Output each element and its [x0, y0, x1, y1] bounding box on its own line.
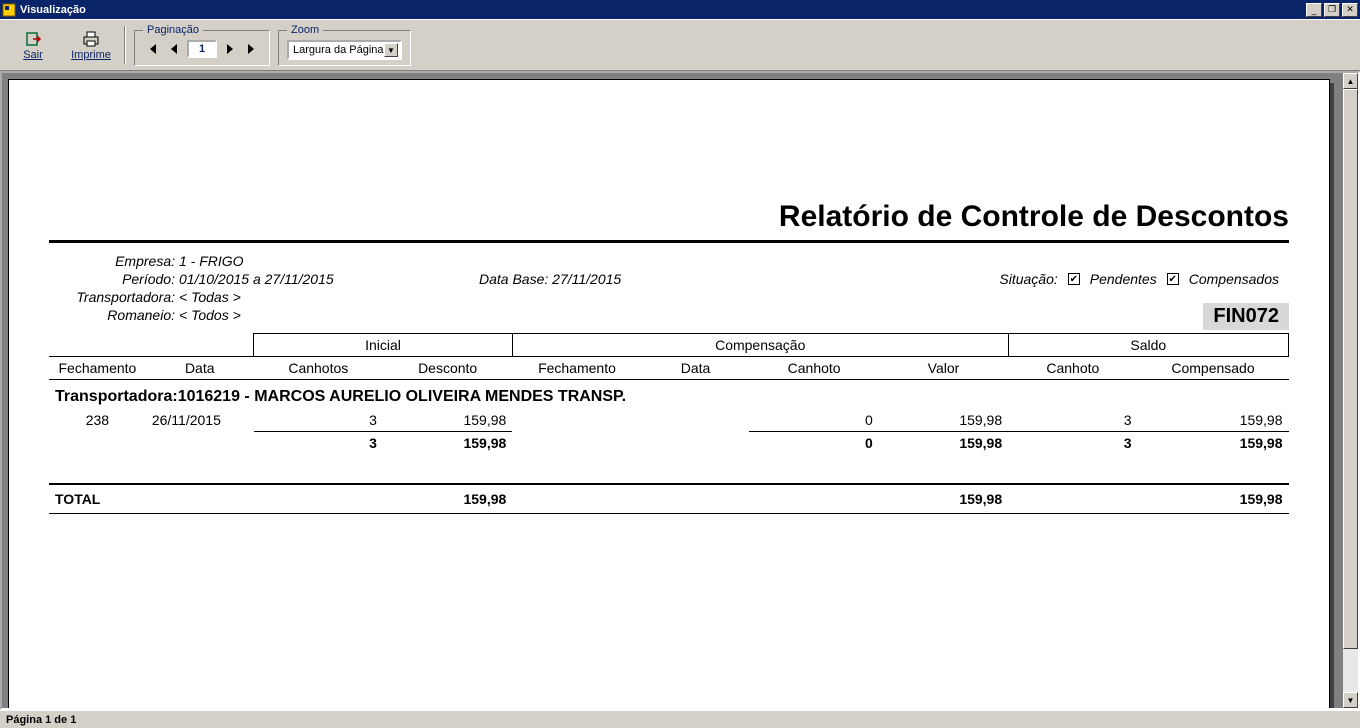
- situacao-label: Situação:: [999, 271, 1057, 287]
- total-desconto-ini: 159,98: [383, 484, 512, 514]
- scroll-track[interactable]: [1343, 89, 1358, 692]
- cell-data-c: [642, 409, 750, 432]
- preview-viewport: Relatório de Controle de Descontos Empre…: [0, 71, 1360, 710]
- exit-icon: [24, 29, 42, 49]
- col-data2: Data: [642, 357, 750, 380]
- colgroup-saldo: Saldo: [1008, 334, 1288, 357]
- compensados-label: Compensados: [1189, 271, 1279, 287]
- zoom-group: Zoom Largura da Página ▼: [278, 24, 411, 66]
- status-text: Página 1 de 1: [6, 714, 76, 726]
- zoom-select[interactable]: Largura da Página ▼: [287, 40, 402, 60]
- romaneio-label: Romaneio:: [49, 307, 179, 323]
- periodo-value: 01/10/2015 a 27/11/2015: [179, 271, 334, 287]
- colgroup-compensacao: Compensação: [512, 334, 1008, 357]
- print-button[interactable]: Imprime: [62, 22, 120, 68]
- pagination-legend: Paginação: [143, 24, 203, 36]
- colgroup-inicial: Inicial: [254, 334, 513, 357]
- col-compensado: Compensado: [1137, 357, 1288, 380]
- group-header: Transportadora:1016219 - MARCOS AURELIO …: [49, 380, 1289, 410]
- col-fechamento: Fechamento: [49, 357, 146, 380]
- sub-valor-c: 159,98: [879, 432, 1008, 455]
- report-page: Relatório de Controle de Descontos Empre…: [8, 79, 1330, 708]
- col-data: Data: [146, 357, 254, 380]
- status-bar: Página 1 de 1: [0, 710, 1360, 728]
- printer-icon: [81, 29, 101, 49]
- scroll-down-button[interactable]: ▼: [1343, 692, 1358, 708]
- total-valor-c: 159,98: [879, 484, 1008, 514]
- sub-compensado-s: 159,98: [1137, 432, 1288, 455]
- transportadora-value: < Todas >: [179, 289, 241, 305]
- compensados-checkbox: ✔: [1167, 273, 1179, 285]
- col-canhoto2: Canhoto: [1008, 357, 1137, 380]
- table-row: 238 26/11/2015 3 159,98 0 159,98 3 159,9…: [49, 409, 1289, 432]
- sub-desconto-ini: 159,98: [383, 432, 512, 455]
- databse-value: 27/11/2015: [552, 271, 621, 287]
- cell-canhoto-s: 3: [1008, 409, 1137, 432]
- minimize-button[interactable]: _: [1306, 3, 1322, 17]
- toolbar-separator: [124, 26, 126, 64]
- sub-canhoto-c: 0: [749, 432, 878, 455]
- report-title: Relatório de Controle de Descontos: [49, 200, 1289, 243]
- close-button[interactable]: ✕: [1342, 3, 1358, 17]
- sub-canhotos-ini: 3: [254, 432, 383, 455]
- col-canhotos: Canhotos: [254, 357, 383, 380]
- zoom-value: Largura da Página: [293, 44, 384, 56]
- maximize-button[interactable]: ❐: [1324, 3, 1340, 17]
- cell-valor-c: 159,98: [879, 409, 1008, 432]
- report-table: Inicial Compensação Saldo Fechamento Dat…: [49, 333, 1289, 514]
- col-blank: [49, 334, 254, 357]
- page-number-input[interactable]: [187, 40, 217, 58]
- romaneio-value: < Todos >: [179, 307, 241, 323]
- cell-canhotos-ini: 3: [254, 409, 383, 432]
- first-page-button[interactable]: [143, 40, 161, 58]
- titlebar: Visualização _ ❐ ✕: [0, 0, 1360, 19]
- report-meta: Empresa: 1 - FRIGO Período: 01/10/2015 a…: [49, 253, 1289, 323]
- cell-data: 26/11/2015: [146, 409, 254, 432]
- chevron-down-icon: ▼: [384, 43, 398, 57]
- cell-fechamento: 238: [49, 409, 146, 432]
- pagination-group: Paginação: [134, 24, 270, 66]
- pendentes-checkbox: ✔: [1068, 273, 1080, 285]
- print-label: Imprime: [71, 49, 111, 61]
- cell-desconto-ini: 159,98: [383, 409, 512, 432]
- vertical-scrollbar[interactable]: ▲ ▼: [1342, 73, 1358, 708]
- col-desconto: Desconto: [383, 357, 512, 380]
- total-label: TOTAL: [49, 484, 254, 514]
- transportadora-label: Transportadora:: [49, 289, 179, 305]
- col-valor: Valor: [879, 357, 1008, 380]
- periodo-label: Período:: [49, 271, 179, 287]
- cell-fechamento-c: [512, 409, 641, 432]
- next-page-button[interactable]: [221, 40, 239, 58]
- pendentes-label: Pendentes: [1090, 271, 1157, 287]
- total-row: TOTAL 159,98 159,98 159,98: [49, 484, 1289, 514]
- scroll-thumb[interactable]: [1343, 89, 1358, 649]
- toolbar: Sair Imprime Paginação Zoom: [0, 19, 1360, 71]
- col-canhoto: Canhoto: [749, 357, 878, 380]
- sub-canhoto-s: 3: [1008, 432, 1137, 455]
- cell-compensado-s: 159,98: [1137, 409, 1288, 432]
- col-fechamento2: Fechamento: [512, 357, 641, 380]
- subtotal-row: 3 159,98 0 159,98 3 159,98: [49, 432, 1289, 455]
- app-icon: [2, 3, 16, 17]
- databse-label: Data Base:: [479, 271, 548, 287]
- preview-canvas: Relatório de Controle de Descontos Empre…: [2, 73, 1342, 708]
- window-title: Visualização: [20, 4, 1304, 16]
- last-page-button[interactable]: [243, 40, 261, 58]
- prev-page-button[interactable]: [165, 40, 183, 58]
- empresa-label: Empresa:: [49, 253, 179, 269]
- scroll-up-button[interactable]: ▲: [1343, 73, 1358, 89]
- exit-label: Sair: [23, 49, 43, 61]
- cell-canhoto-c: 0: [749, 409, 878, 432]
- empresa-value: 1 - FRIGO: [179, 253, 244, 269]
- report-code: FIN072: [1203, 303, 1289, 330]
- total-compensado-s: 159,98: [1137, 484, 1288, 514]
- exit-button[interactable]: Sair: [4, 22, 62, 68]
- zoom-legend: Zoom: [287, 24, 323, 36]
